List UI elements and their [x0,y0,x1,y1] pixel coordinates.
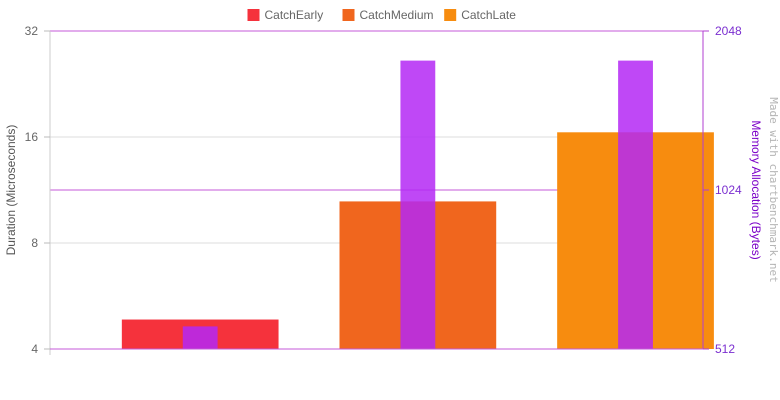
legend-label: CatchMedium [360,8,434,22]
legend-label: CatchLate [461,8,516,22]
legend-swatch [444,9,457,21]
y-axis-label: Duration (Microseconds) [4,125,18,256]
left-tick-label: 8 [31,236,38,250]
right-axis-ticks: 512 1024 2048 [703,24,742,356]
right-tick-label: 512 [715,342,735,356]
legend-item-CatchEarly[interactable]: CatchEarly [247,8,324,22]
watermark: Made with chartbenchmark.net [767,97,780,282]
legend-swatch [247,9,260,21]
legend-label: CatchEarly [265,8,324,22]
legend: CatchEarly CatchMedium CatchLate [247,8,516,22]
left-axis-ticks: 4 8 16 32 [25,24,50,356]
left-tick-label: 32 [25,24,39,38]
y2-axis-label: Memory Allocation (Bytes) [749,120,763,259]
right-tick-label: 2048 [715,24,742,38]
memory-bars [182,60,653,349]
legend-swatch [342,9,355,21]
memory-bar-CatchMedium [400,60,436,349]
memory-bar-CatchEarly [182,326,218,349]
left-tick-label: 16 [25,130,39,144]
memory-bar-CatchLate [618,60,653,349]
right-tick-label: 1024 [715,183,742,197]
legend-item-CatchMedium[interactable]: CatchMedium [342,8,434,22]
left-tick-label: 4 [31,342,38,356]
legend-item-CatchLate[interactable]: CatchLate [444,8,516,22]
